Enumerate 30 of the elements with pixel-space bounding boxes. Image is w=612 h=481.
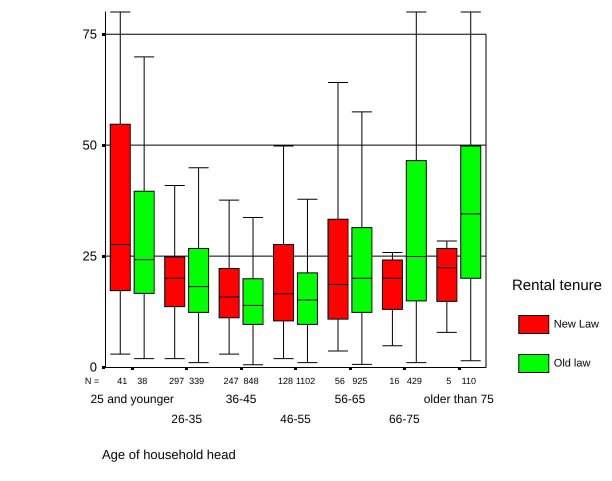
text: 925: [352, 376, 368, 386]
text: 297: [169, 376, 184, 386]
x-tick-label: 25 and younger: [90, 392, 174, 406]
text: 1102: [296, 376, 316, 386]
legend-label: New Law: [554, 318, 600, 330]
text: 16: [389, 376, 400, 386]
x-tick-label: 36-45: [226, 392, 257, 406]
y-tick-label: 25: [82, 248, 97, 264]
text: 128: [278, 376, 294, 386]
x-tick-label: 56-65: [334, 392, 366, 406]
text: 41: [117, 376, 128, 386]
x-tick-label: 46-55: [280, 412, 312, 426]
text: 110: [462, 376, 476, 386]
text: 339: [189, 376, 204, 386]
y-tick-label: 0: [90, 360, 97, 374]
text: 429: [406, 376, 422, 386]
text: 38: [137, 376, 148, 386]
legend-label: Old law: [554, 358, 590, 370]
x-tick-label: older than 75: [424, 392, 494, 406]
text: 5: [446, 376, 452, 386]
text: 848: [244, 376, 259, 386]
legend-title: Rental tenure: [512, 277, 602, 294]
text: 247: [224, 376, 239, 386]
text: N =: [84, 376, 100, 386]
y-tick-label: 75: [82, 26, 97, 42]
x-tick-label: 26-35: [171, 412, 202, 426]
y-tick-label: 50: [82, 138, 97, 153]
x-axis-title: Age of household head: [102, 447, 236, 462]
text: 56: [334, 376, 345, 386]
x-tick-label: 66-75: [389, 412, 420, 426]
